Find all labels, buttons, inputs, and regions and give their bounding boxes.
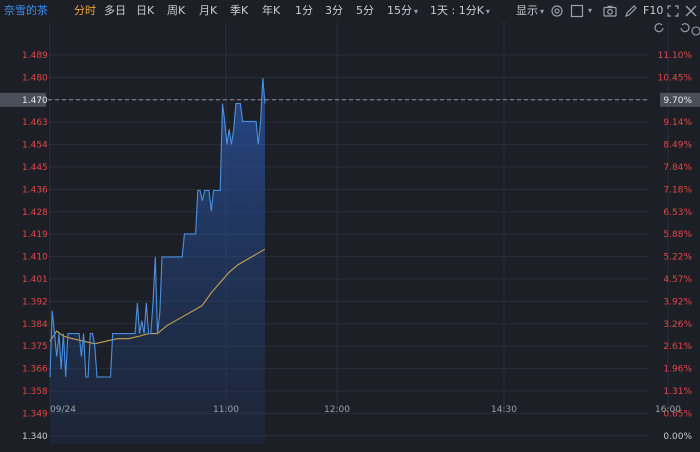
price-tick-label: 1.454 — [22, 141, 48, 151]
average-price-line — [49, 248, 266, 345]
tab-monthly-k[interactable]: 月K — [199, 4, 218, 17]
redo-icon[interactable] — [680, 23, 690, 33]
right-percent-axis: 11.10% 10.45% 9.70% 9.14% 8.49% 7.84% 7.18% 6.5… — [658, 51, 693, 442]
time-tick-label: 09/24 — [50, 405, 76, 415]
tab-15min-label: 15分 — [387, 4, 412, 17]
current-price-line: 1.470 9.70% — [0, 92, 700, 107]
chevron-down-icon: ▾ — [485, 7, 490, 16]
settings-icon[interactable] — [550, 4, 564, 18]
price-area — [50, 78, 265, 444]
chart-series — [49, 77, 266, 378]
stock-name-label[interactable]: 奈雪的茶 — [4, 4, 48, 17]
tab-intraday[interactable]: 分时 — [74, 4, 96, 17]
expand-icon[interactable] — [666, 4, 680, 18]
price-tick-label: 1.401 — [22, 275, 48, 285]
percent-tick-label: 5.88% — [663, 230, 692, 240]
percent-tick-label: 11.10% — [658, 51, 693, 61]
percent-tick-label: 9.14% — [663, 118, 692, 128]
checkbox-icon[interactable] — [570, 4, 584, 18]
price-tick-label: 1.480 — [22, 73, 48, 83]
period-selector-label: 1天 : 1分K — [430, 4, 484, 17]
tab-yearly-k[interactable]: 年K — [262, 4, 281, 17]
tab-1min[interactable]: 1分 — [295, 4, 313, 17]
percent-tick-label: 1.96% — [663, 365, 692, 375]
price-tick-label: 1.436 — [22, 185, 48, 195]
price-tick-label: 1.489 — [22, 51, 48, 61]
chevron-down-icon: ▾ — [414, 7, 419, 16]
chart-side-controls — [654, 23, 700, 36]
edit-icon[interactable] — [624, 4, 638, 18]
price-tick-label: 1.384 — [22, 320, 48, 330]
time-axis: 09/24 11:00 12:00 14:30 16:00 — [50, 405, 681, 415]
percent-tick-label: 8.49% — [663, 141, 692, 151]
tab-multi-day[interactable]: 多日 — [104, 4, 126, 17]
price-tick-label: 1.463 — [22, 118, 48, 128]
price-tick-label: 1.366 — [22, 365, 48, 375]
percent-tick-label: 1.31% — [663, 387, 692, 397]
display-dropdown[interactable]: 显示 ▾ — [516, 4, 544, 18]
time-tick-label: 14:30 — [491, 405, 517, 415]
chevron-down-icon[interactable]: ▾ — [588, 6, 593, 15]
left-price-axis: 1.489 1.480 1.470 1.463 1.454 1.445 1.436 1.428… — [22, 51, 48, 442]
price-tick-label: 1.340 — [22, 432, 48, 442]
percent-tick-label: 3.26% — [663, 320, 692, 330]
price-tick-label: 1.358 — [22, 387, 48, 397]
toolbar: 奈雪的茶 分时 多日 日K 周K 月K 季K 年K 1分 3分 5分 15分 ▾ … — [0, 0, 700, 22]
percent-tick-label: 3.92% — [663, 297, 692, 307]
price-area-fill — [50, 78, 265, 444]
price-tick-label: 1.445 — [22, 163, 48, 173]
price-tick-label: 1.375 — [22, 342, 48, 352]
undo-icon[interactable] — [654, 23, 664, 33]
percent-tick-label: 5.22% — [663, 253, 692, 263]
price-tick-label: 1.419 — [22, 230, 48, 240]
percent-tick-label: 0.00% — [663, 432, 692, 442]
camera-icon[interactable] — [603, 4, 617, 18]
tab-3min[interactable]: 3分 — [325, 4, 343, 17]
more-icon[interactable] — [691, 26, 700, 36]
percent-tick-label: 10.45% — [658, 73, 693, 83]
percent-tick-label: 6.53% — [663, 208, 692, 218]
percent-tick-label: 2.61% — [663, 342, 692, 352]
percent-tick-label: 4.57% — [663, 275, 692, 285]
price-tick-label: 1.410 — [22, 253, 48, 263]
time-tick-label: 11:00 — [213, 405, 239, 415]
percent-tick-label: 0.65% — [663, 409, 692, 419]
current-price-tag — [0, 92, 46, 107]
close-icon[interactable] — [684, 4, 698, 18]
display-label: 显示 — [516, 4, 538, 17]
tab-5min[interactable]: 5分 — [356, 4, 374, 17]
price-line — [49, 77, 266, 378]
percent-tick-label: 7.84% — [663, 163, 692, 173]
tab-15min-dropdown[interactable]: 15分 ▾ — [387, 4, 418, 18]
price-tick-label: 1.392 — [22, 297, 48, 307]
tab-daily-k[interactable]: 日K — [136, 4, 155, 17]
time-tick-label: 12:00 — [324, 405, 350, 415]
period-selector-dropdown[interactable]: 1天 : 1分K ▾ — [430, 4, 490, 18]
f10-button[interactable]: F10 — [643, 4, 664, 17]
price-tick-label: 1.349 — [22, 409, 48, 419]
current-percent-tag — [660, 92, 700, 107]
time-tick-label: 16:00 — [655, 405, 681, 415]
current-percent-tag-label: 9.70% — [663, 96, 692, 106]
chart-grid — [48, 22, 669, 437]
intraday-chart[interactable]: 1.470 9.70% 1.489 1.480 1.470 1.463 1.454 1.44… — [0, 22, 700, 452]
tab-quarterly-k[interactable]: 季K — [230, 4, 249, 17]
tab-weekly-k[interactable]: 周K — [167, 4, 186, 17]
percent-tick-label: 7.18% — [663, 185, 692, 195]
price-tick-label: 1.428 — [22, 208, 48, 218]
chevron-down-icon: ▾ — [540, 7, 545, 16]
current-price-tag-label: 1.470 — [22, 96, 48, 106]
